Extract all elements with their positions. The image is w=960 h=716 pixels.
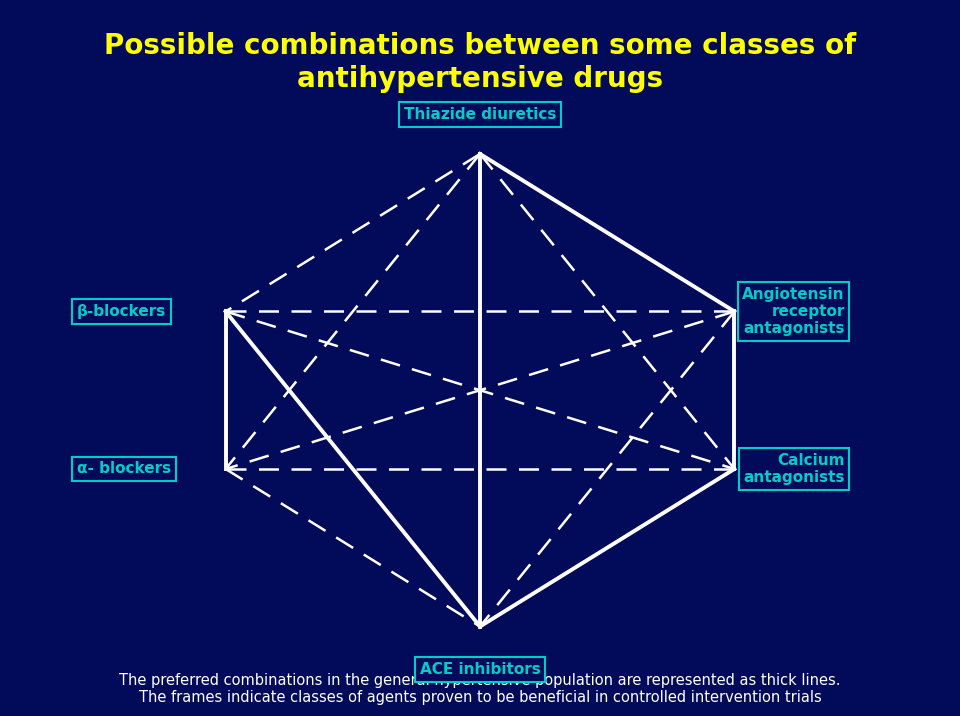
Text: β-blockers: β-blockers [77,304,166,319]
Text: Angiotensin
receptor
antagonists: Angiotensin receptor antagonists [742,286,845,337]
Text: The preferred combinations in the general hypertensive population are represente: The preferred combinations in the genera… [119,673,841,705]
Text: Possible combinations between some classes of
antihypertensive drugs: Possible combinations between some class… [104,32,856,92]
Text: Thiazide diuretics: Thiazide diuretics [404,107,556,122]
Text: Calcium
antagonists: Calcium antagonists [743,453,845,485]
Text: ACE inhibitors: ACE inhibitors [420,662,540,677]
Text: α- blockers: α- blockers [77,462,171,476]
